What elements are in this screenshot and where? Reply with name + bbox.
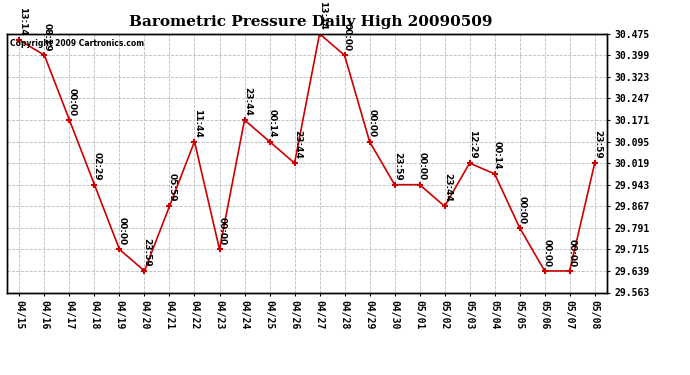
Text: 23:59: 23:59 bbox=[143, 238, 152, 267]
Text: 00:00: 00:00 bbox=[418, 152, 427, 180]
Text: 13:14: 13:14 bbox=[18, 7, 27, 36]
Text: 00:14: 00:14 bbox=[268, 109, 277, 137]
Text: 00:00: 00:00 bbox=[68, 88, 77, 116]
Text: 00:00: 00:00 bbox=[368, 109, 377, 137]
Text: 00:00: 00:00 bbox=[543, 238, 552, 267]
Text: 00:00: 00:00 bbox=[568, 238, 577, 267]
Text: Copyright 2009 Cartronics.com: Copyright 2009 Cartronics.com bbox=[10, 39, 144, 48]
Text: 08:29: 08:29 bbox=[43, 22, 52, 51]
Text: 23:59: 23:59 bbox=[393, 152, 402, 180]
Text: 02:29: 02:29 bbox=[92, 152, 101, 180]
Text: 23:44: 23:44 bbox=[243, 87, 252, 116]
Text: 00:14: 00:14 bbox=[493, 141, 502, 170]
Text: 23:44: 23:44 bbox=[293, 130, 302, 159]
Text: 05:59: 05:59 bbox=[168, 174, 177, 202]
Text: 00:00: 00:00 bbox=[218, 217, 227, 245]
Text: 00:00: 00:00 bbox=[343, 23, 352, 51]
Text: 00:00: 00:00 bbox=[118, 217, 127, 245]
Text: Barometric Pressure Daily High 20090509: Barometric Pressure Daily High 20090509 bbox=[129, 15, 492, 29]
Text: 23:44: 23:44 bbox=[443, 173, 452, 202]
Text: 23:59: 23:59 bbox=[593, 130, 602, 159]
Text: 13:14: 13:14 bbox=[318, 1, 327, 30]
Text: 12:29: 12:29 bbox=[468, 130, 477, 159]
Text: 00:00: 00:00 bbox=[518, 195, 527, 223]
Text: 11:44: 11:44 bbox=[193, 108, 201, 137]
